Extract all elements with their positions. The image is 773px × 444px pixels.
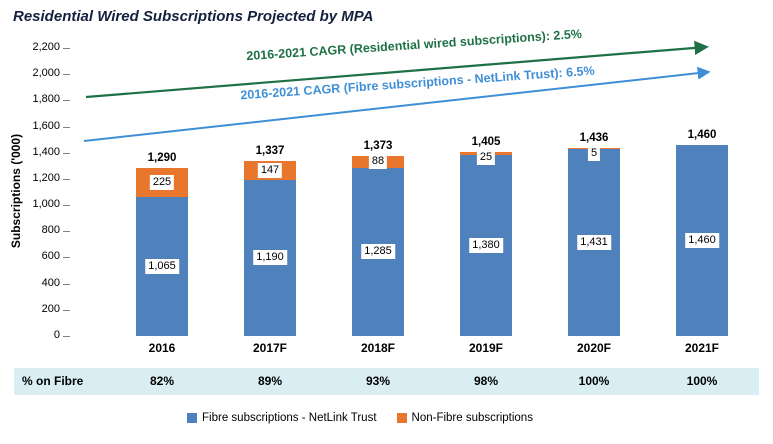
total-label: 1,337 [255,145,285,157]
y-tick-mark [63,100,70,102]
fibre-value-label: 1,190 [253,250,287,265]
pct-value: 100% [578,374,610,388]
x-axis-label-2019F: 2019F [468,341,504,355]
non-fibre-value-label: 88 [368,154,388,169]
pct-value: 82% [149,374,175,388]
fibre-value-label: 1,285 [361,244,395,259]
fibre-legend-swatch [187,413,198,423]
y-tick-mark [63,178,70,180]
pct-row-label: % on Fibre [22,374,84,388]
fibre-value-label: 1,431 [577,234,611,250]
non-fibre-value-label: 147 [257,162,283,178]
pct-value: 93% [365,374,391,388]
non-fibre-value-label: 5 [587,146,601,161]
non-fibre-value-label: 25 [476,150,496,165]
y-tick-mark [63,74,70,76]
pct-value: 89% [257,374,283,388]
y-tick-mark [63,126,70,128]
legend-item-fibre: Fibre subscriptions - NetLink Trust [187,412,377,424]
fibre-value-label: 1,460 [685,232,719,248]
bar-2016 [136,168,188,336]
y-tick-label: 2,200 [32,41,60,53]
pct-value: 100% [686,374,718,388]
plot-area: 1,290 1,065 225 1,337 1,190 147 1,373 1,285 88 1,… [108,48,756,336]
y-tick-label: 200 [41,302,60,315]
y-tick-label: 600 [41,250,60,263]
y-tick-label: 400 [41,276,60,289]
y-tick-label: 1,400 [32,145,60,158]
chart-title: Residential Wired Subscriptions Projecte… [13,8,374,25]
total-label: 1,405 [471,136,501,148]
x-axis: 2016 2017F 2018F 2019F 2020F 2021F [108,341,756,357]
y-tick-mark [63,231,70,233]
y-tick-label: 1,600 [32,119,60,132]
y-tick-label: 1,200 [32,171,60,184]
y-tick-label: 800 [41,224,60,237]
x-axis-label-2021F: 2021F [684,341,720,355]
y-tick-mark [63,48,70,49]
y-tick-label: 2,000 [32,67,60,80]
x-axis-label-2016: 2016 [148,341,176,355]
fibre-legend-label: Fibre subscriptions - NetLink Trust [202,412,377,424]
y-tick-mark [63,205,70,207]
x-axis-label-2017F: 2017F [252,341,288,355]
bar-2017F [244,161,296,336]
y-axis-title: Subscriptions ('000) [9,133,23,249]
x-axis-label-2018F: 2018F [360,341,396,355]
x-axis-label-2020F: 2020F [576,341,612,355]
y-tick-label: 1,800 [32,93,60,106]
y-tick-label: 1,000 [32,198,60,211]
total-label: 1,290 [147,152,177,164]
y-tick-label: 0 [53,329,60,341]
legend: Fibre subscriptions - NetLink Trust Non-… [0,412,720,424]
legend-item-non-fibre: Non-Fibre subscriptions [396,412,533,424]
y-tick-mark [63,257,70,259]
total-label: 1,460 [687,129,717,141]
y-tick-mark [63,336,70,337]
total-label: 1,436 [579,132,609,144]
non-fibre-legend-label: Non-Fibre subscriptions [411,412,533,424]
y-tick-mark [63,283,70,285]
total-label: 1,373 [363,140,393,152]
fibre-value-label: 1,380 [469,237,503,253]
non-fibre-legend-swatch [396,413,407,423]
y-tick-mark [63,152,70,154]
y-tick-mark [63,309,70,311]
pct-value: 98% [473,374,499,388]
non-fibre-value-label: 225 [149,174,175,190]
fibre-value-label: 1,065 [145,258,179,274]
pct-on-fibre-row: % on Fibre 82% 89% 93% 98% 100% 100% [14,368,759,395]
